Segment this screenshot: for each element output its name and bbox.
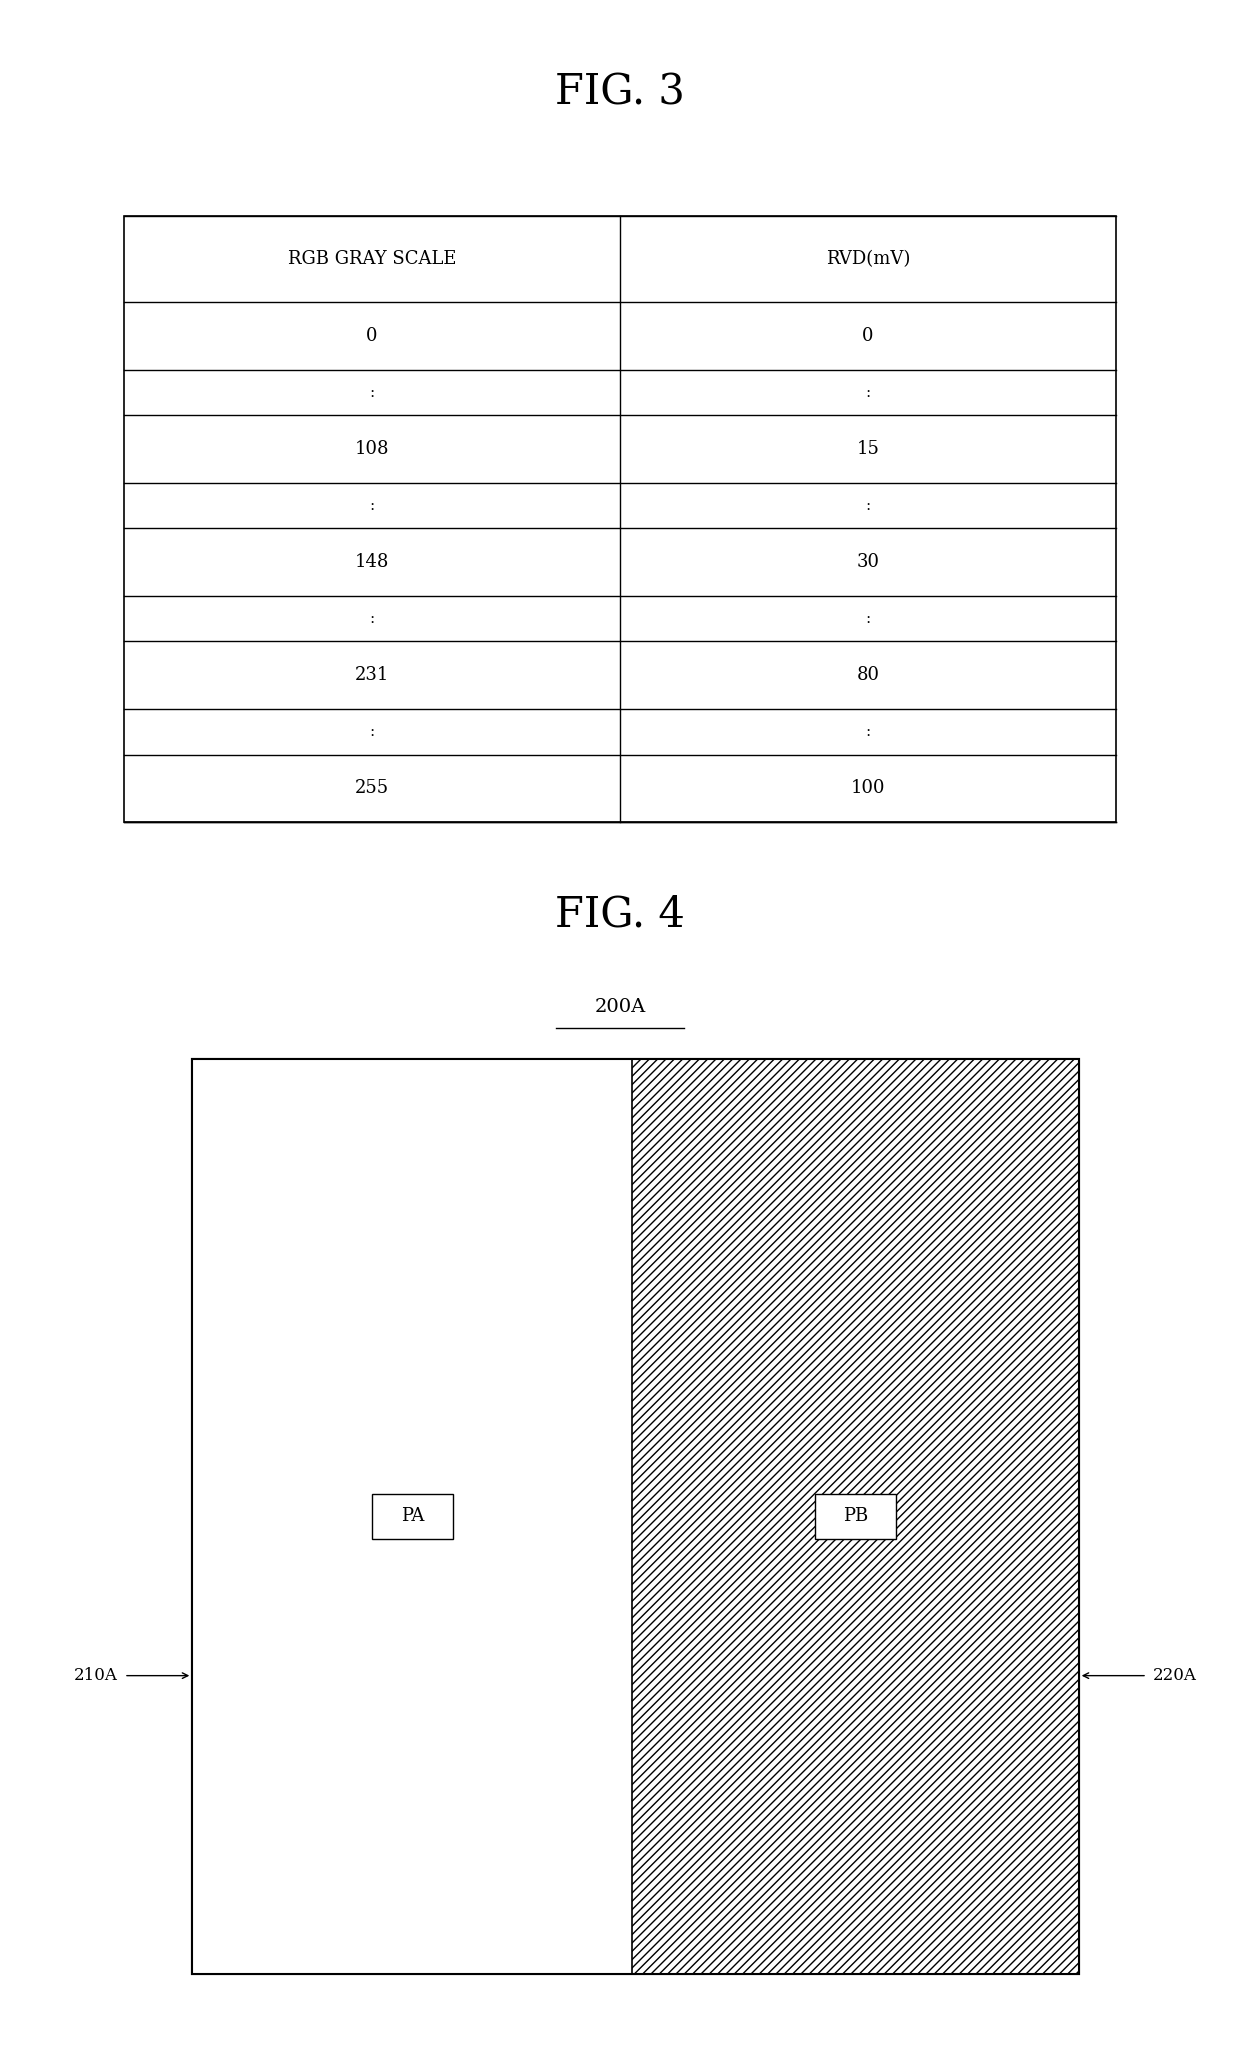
Text: 0: 0	[862, 327, 874, 345]
Text: 231: 231	[355, 666, 389, 685]
Text: RGB GRAY SCALE: RGB GRAY SCALE	[288, 251, 456, 267]
Text: 108: 108	[355, 440, 389, 458]
Text: 100: 100	[851, 779, 885, 798]
Text: RVD(mV): RVD(mV)	[826, 251, 910, 267]
Text: 15: 15	[857, 440, 879, 458]
Text: :: :	[866, 726, 870, 738]
Bar	[192, 1059, 1079, 1974]
Text: :: :	[866, 500, 870, 512]
Text: 0: 0	[366, 327, 378, 345]
Bar	[192, 1059, 632, 1974]
Text: 80: 80	[857, 666, 879, 685]
Text: :: :	[866, 613, 870, 625]
Text: :: :	[866, 387, 870, 399]
Text: :: :	[370, 726, 374, 738]
Text: :: :	[370, 387, 374, 399]
Text: FIG. 4: FIG. 4	[556, 894, 684, 935]
Text: :: :	[370, 500, 374, 512]
Text: 210A: 210A	[74, 1667, 118, 1684]
Text: PA: PA	[401, 1507, 424, 1526]
Bar	[192, 1059, 1079, 1974]
Text: 255: 255	[355, 779, 389, 798]
Text: 220A: 220A	[1153, 1667, 1197, 1684]
Text: PB: PB	[843, 1507, 868, 1526]
Text: 30: 30	[857, 553, 879, 572]
Bar	[816, 1493, 895, 1538]
Text: 200A: 200A	[594, 999, 646, 1016]
Text: :: :	[370, 613, 374, 625]
Bar	[372, 1493, 453, 1538]
Text: 148: 148	[355, 553, 389, 572]
Bar	[632, 1059, 1079, 1974]
Text: FIG. 3: FIG. 3	[556, 72, 684, 113]
